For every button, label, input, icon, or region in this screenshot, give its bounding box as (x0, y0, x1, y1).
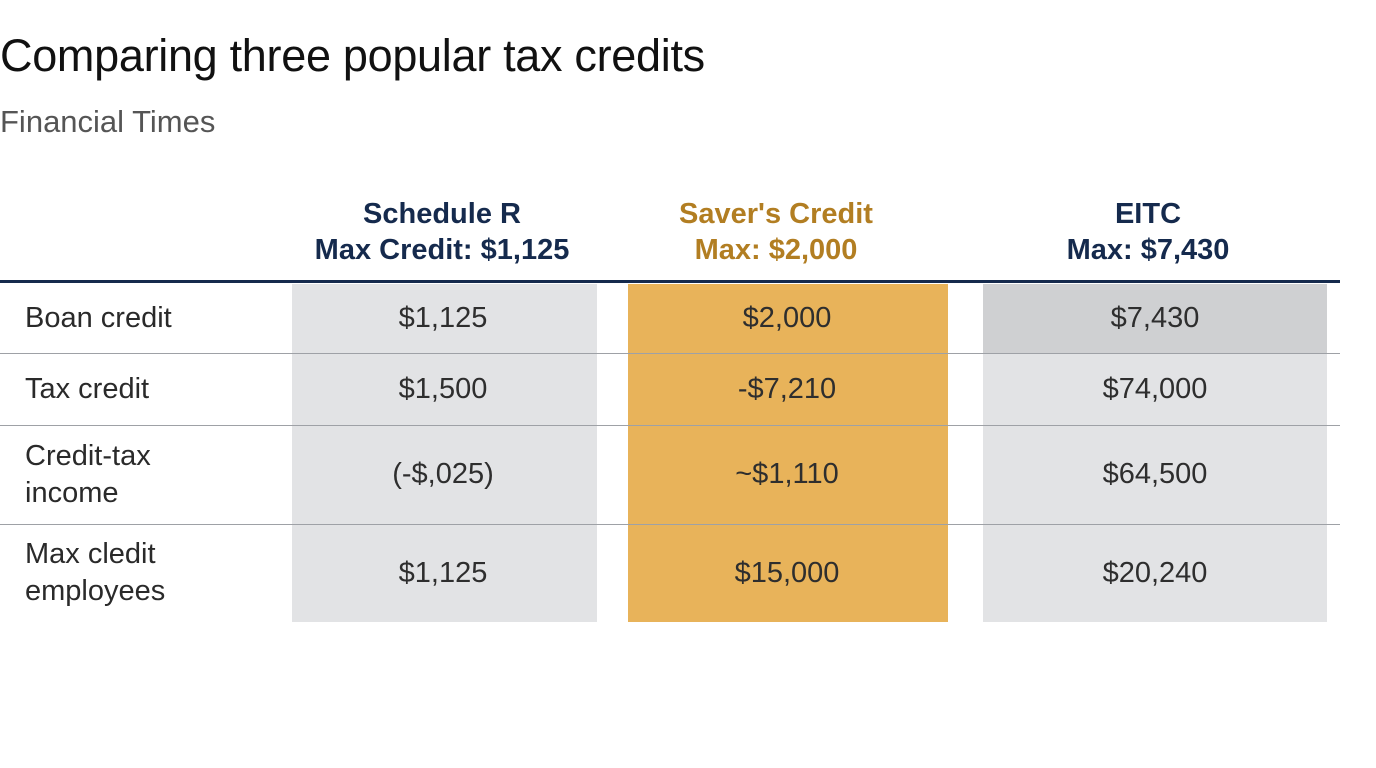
chart-title: Comparing three popular tax credits (0, 30, 705, 81)
table-cell: $1,125 (398, 556, 488, 589)
row-label: Tax credit (25, 372, 150, 405)
row-label: Max cledit employees (25, 538, 166, 607)
column-header-max: Max Credit: $1,125 (314, 234, 570, 266)
column-header-savers-credit: Saver's Credit Max: $2,000 (606, 196, 946, 268)
table-cell: $1,125 (398, 302, 488, 334)
column-header-name: Schedule R (363, 198, 521, 230)
column-header-max: Max: $7,430 (1066, 234, 1230, 266)
column-header-max: Max: $2,000 (694, 234, 858, 266)
table-cell: $7,430 (1110, 302, 1200, 334)
row-divider (0, 425, 1340, 426)
table-cell: $20,240 (1102, 556, 1208, 589)
table-cell: (-$,025) (392, 458, 494, 490)
column-header-eitc: EITC Max: $7,430 (978, 196, 1318, 268)
chart-subtitle: Financial Times (0, 104, 216, 139)
column-header-name: Saver's Credit (679, 198, 873, 230)
table-cell: $2,000 (742, 302, 832, 334)
row-divider (0, 353, 1340, 354)
header-rule (0, 280, 1340, 283)
column-header-name: EITC (1114, 198, 1182, 230)
row-label: Credit-tax income (25, 439, 151, 509)
highlighted-cell (983, 284, 1327, 353)
table-cell: ~$1,110 (735, 458, 839, 490)
column-header-schedule-r: Schedule R Max Credit: $1,125 (272, 196, 612, 268)
table-cell: $74,000 (1102, 372, 1208, 405)
row-divider (0, 524, 1340, 525)
column-band-savers-credit (628, 284, 948, 622)
column-band-schedule-r (292, 284, 597, 622)
table-cell: -$7,210 (737, 372, 837, 405)
table-cell: $64,500 (1102, 458, 1208, 490)
table-cell: $1,500 (398, 372, 488, 405)
row-label: Boan credit (25, 302, 172, 334)
table-cell: $15,000 (734, 556, 840, 589)
